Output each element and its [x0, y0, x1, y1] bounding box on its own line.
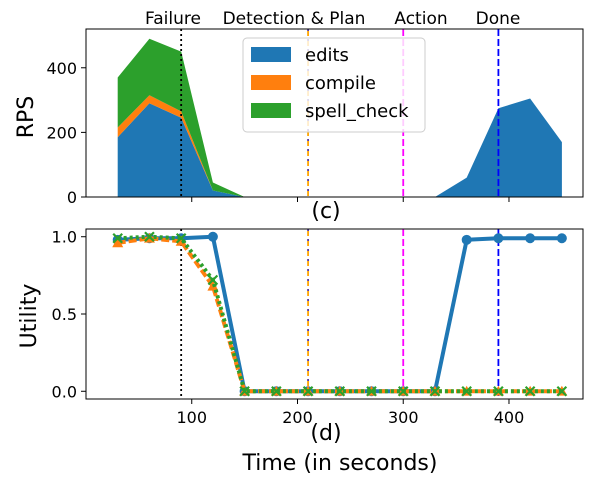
time-x-axis-label: Time (in seconds) — [242, 451, 438, 476]
legend-swatch-edits — [251, 47, 291, 62]
utility-x-ticks: 100 200 300 400 — [176, 399, 524, 427]
legend-label-compile: compile — [305, 73, 376, 94]
utility-marker-0-13 — [525, 233, 536, 244]
legend-label-edits: edits — [305, 45, 349, 66]
legend-swatch-spell-check — [251, 103, 291, 118]
utility-xtick-label-3: 400 — [494, 408, 525, 427]
utility-marker-1-0 — [112, 237, 124, 248]
utility-plot-frame — [85, 228, 584, 400]
utility-marker-0-3 — [207, 231, 218, 242]
event-label-1: Detection & Plan — [223, 9, 366, 29]
utility-line-series — [112, 231, 568, 397]
area-edits — [117, 98, 562, 197]
utility-marker-1-2 — [175, 235, 187, 246]
legend-label-spell-check: spell_check — [305, 101, 409, 122]
utility-marker-2-12 — [493, 385, 504, 397]
utility-xtick-label-0: 100 — [176, 408, 207, 427]
utility-marker-2-11 — [461, 385, 472, 397]
utility-marker-2-6 — [302, 385, 314, 397]
utility-marker-2-14 — [556, 385, 568, 397]
utility-marker-2-13 — [524, 385, 536, 397]
utility-panel: 0.0 0.5 1.0 100 200 300 400 Utility (d) Time … — [17, 228, 584, 476]
utility-marker-2-7 — [334, 385, 346, 397]
utility-marker-2-0 — [112, 232, 124, 244]
utility-ytick-label-0: 0.0 — [52, 382, 77, 401]
rps-y-axis-label: RPS — [14, 96, 39, 139]
utility-marker-0-14 — [556, 233, 567, 244]
rps-area-series — [117, 38, 562, 198]
area-spell-check — [117, 38, 562, 198]
event-label-0: Failure — [145, 9, 201, 29]
event-label-3: Done — [476, 9, 521, 29]
utility-marker-2-5 — [271, 385, 282, 397]
rps-legend: edits compile spell_check — [242, 37, 426, 133]
utility-ytick-label-1: 0.5 — [52, 305, 77, 324]
utility-y-ticks: 0.0 0.5 1.0 — [52, 228, 86, 401]
utility-line-2 — [117, 234, 562, 394]
utility-xtick-label-1: 200 — [282, 408, 313, 427]
rps-x-ticks — [191, 197, 510, 202]
utility-line-0 — [117, 234, 562, 394]
utility-marker-0-11 — [461, 234, 472, 245]
utility-xtick-label-2: 300 — [388, 408, 419, 427]
rps-ytick-label-1: 200 — [46, 123, 77, 142]
utility-marker-2-1 — [144, 231, 155, 243]
utility-panel-label: (d) — [310, 421, 341, 446]
utility-line-1 — [117, 236, 562, 394]
utility-marker-2-3 — [207, 274, 219, 286]
utility-marker-0-12 — [493, 233, 504, 244]
rps-event-labels: Failure Detection & Plan Action Done — [145, 9, 520, 29]
legend-swatch-compile — [251, 75, 291, 90]
utility-marker-2-8 — [366, 385, 377, 397]
rps-panel-label: (c) — [311, 199, 340, 224]
rps-panel: Failure Detection & Plan Action Done 0 200 40… — [14, 9, 584, 224]
utility-marker-2-2 — [175, 232, 187, 244]
area-compile — [117, 95, 562, 197]
utility-y-axis-label: Utility — [17, 284, 42, 349]
rps-ytick-label-0: 0 — [67, 188, 77, 207]
rps-y-ticks: 0 200 400 — [46, 59, 86, 207]
utility-marker-2-9 — [397, 385, 409, 397]
rps-plot-frame — [85, 28, 584, 198]
utility-ytick-label-2: 1.0 — [52, 228, 77, 247]
utility-event-lines — [180, 229, 500, 399]
utility-marker-2-10 — [429, 385, 441, 397]
utility-marker-2-4 — [239, 385, 250, 397]
event-label-2: Action — [394, 9, 447, 29]
rps-ytick-label-2: 400 — [46, 59, 77, 78]
